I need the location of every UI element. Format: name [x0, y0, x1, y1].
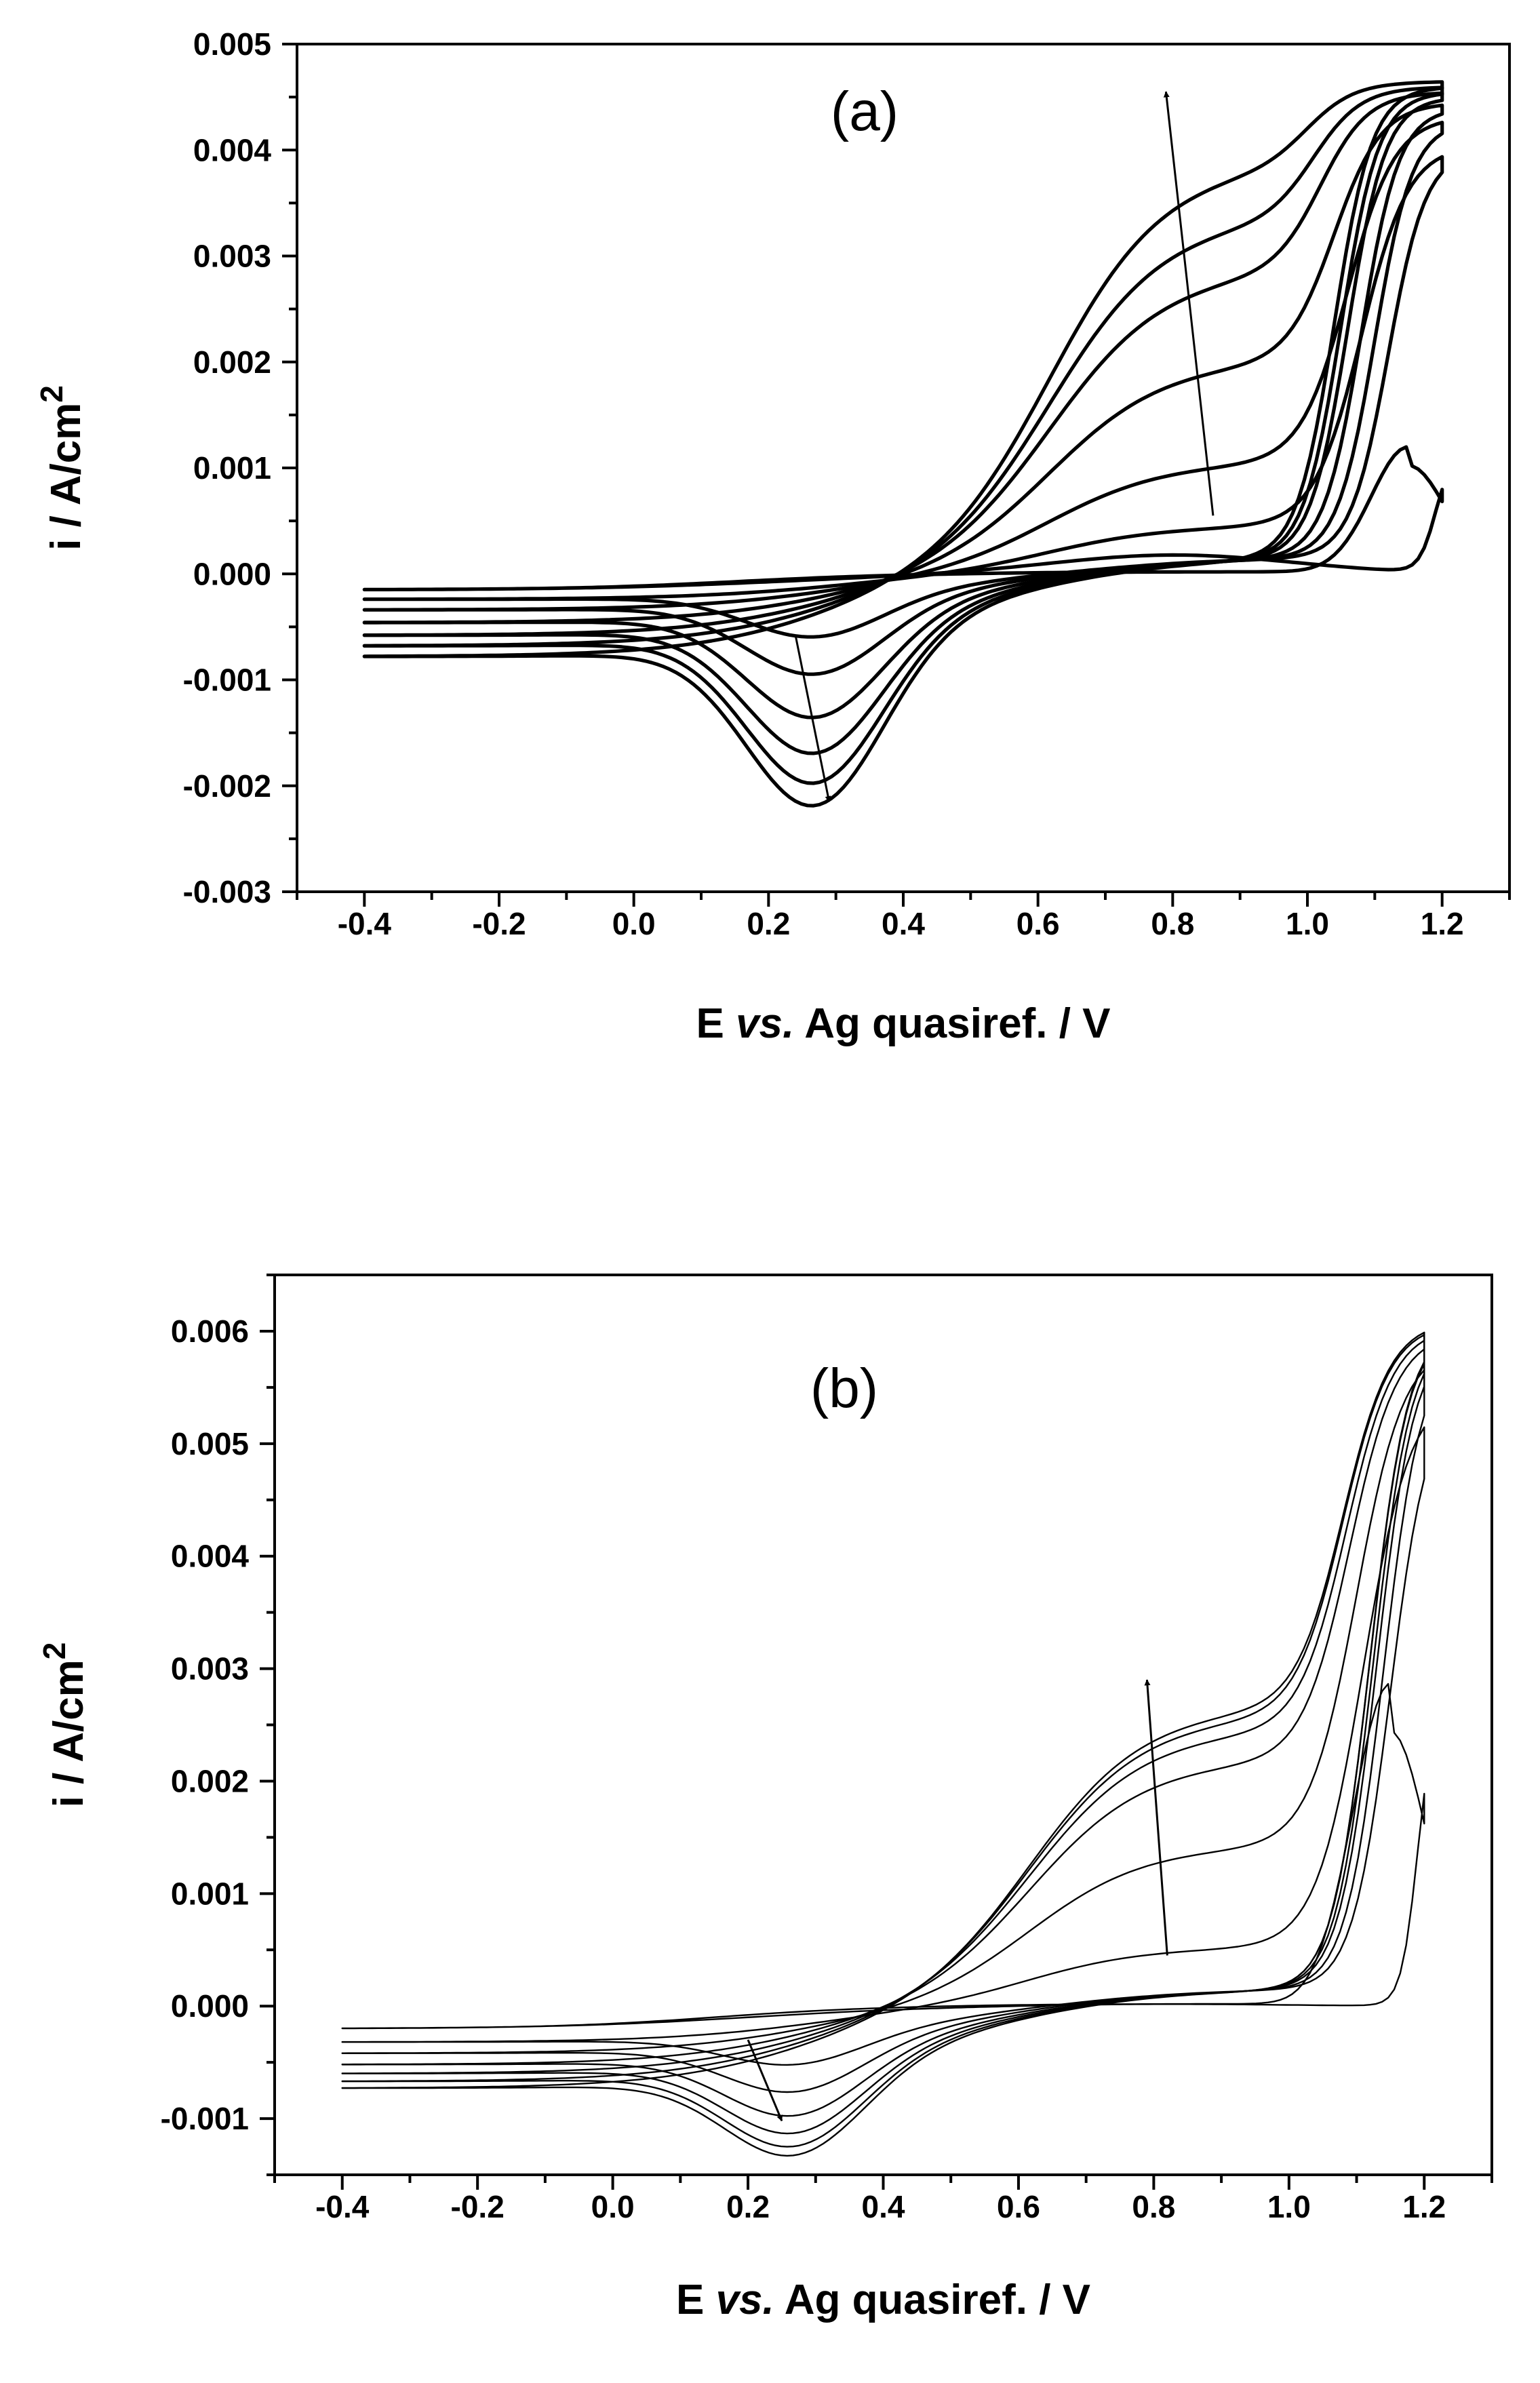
y-tick-label: 0.002: [193, 344, 271, 380]
x-tick-label: 0.6: [997, 2189, 1040, 2224]
y-axis-title: i / A/cm2: [34, 385, 90, 551]
x-tick-label: 0.2: [747, 906, 790, 941]
x-tick-label: 0.4: [882, 906, 925, 941]
x-tick-label: -0.2: [472, 906, 526, 941]
x-tick-label: 1.0: [1267, 2189, 1311, 2224]
y-tick-label: 0.002: [171, 1763, 249, 1798]
cv-curve-5: [362, 91, 1444, 755]
panel-label: (a): [831, 81, 899, 142]
cv-curve-1: [362, 445, 1444, 591]
y-tick-label: 0.000: [193, 556, 271, 591]
cv-curve-3: [362, 121, 1444, 676]
y-tick-label: 0.006: [171, 1314, 249, 1349]
cv-curve-4: [341, 1348, 1425, 2117]
y-tick-label: -0.001: [183, 663, 271, 698]
y-tick-label: -0.001: [161, 2101, 249, 2136]
y-tick-label: 0.001: [193, 450, 271, 486]
panel-label: (b): [810, 1358, 878, 1419]
x-tick-label: 1.0: [1286, 906, 1329, 941]
x-tick-label: 0.4: [862, 2189, 905, 2224]
x-tick-label: 1.2: [1402, 2189, 1446, 2224]
panel-a: -0.4 -0.2 0.0 0.2 0.4 0.6 0.8 1.0 1.2 -0.003 -0.00…: [34, 26, 1511, 1047]
x-tick-label: 0.8: [1132, 2189, 1175, 2224]
cv-curve-6: [341, 1334, 1425, 2148]
cv-curve-4: [362, 103, 1444, 720]
x-tick-label: 0.8: [1151, 906, 1194, 941]
cathodic-trend-arrow: [747, 2039, 783, 2122]
x-tick-label: -0.2: [451, 2189, 505, 2224]
x-axis-title: E vs. Ag quasiref. / V: [676, 2277, 1090, 2323]
x-axis-title: E vs. Ag quasiref. / V: [696, 1000, 1110, 1047]
cv-curve-2: [341, 1426, 1425, 2066]
x-tick-label: 1.2: [1421, 906, 1464, 941]
panel-b: -0.4 -0.2 0.0 0.2 0.4 0.6 0.8 1.0 1.2 -0.001 0.000…: [37, 1274, 1493, 2323]
y-tick-label: 0.005: [171, 1426, 249, 1461]
cv-curve-2: [362, 155, 1444, 639]
anodic-trend-arrow: [1163, 91, 1215, 516]
anodic-trend-arrow: [1144, 1679, 1168, 1956]
y-axis-title: i / A/cm2: [37, 1642, 92, 1808]
x-tick-label: 0.0: [612, 906, 656, 941]
x-tick-label: 0.2: [726, 2189, 770, 2224]
cv-curve-7: [362, 80, 1444, 808]
cv-curve-3: [341, 1369, 1425, 2093]
cv-curve-5: [341, 1339, 1425, 2135]
cv-curve-6: [362, 85, 1444, 785]
cv-curve-7: [341, 1331, 1425, 2157]
y-tick-label: 0.003: [171, 1651, 249, 1687]
y-tick-label: 0.004: [171, 1539, 250, 1574]
x-tick-label: 0.0: [591, 2189, 635, 2224]
x-tick-label: -0.4: [315, 2189, 370, 2224]
y-tick-label: -0.002: [183, 768, 271, 804]
y-tick-label: 0.005: [193, 26, 271, 62]
y-tick-label: 0.000: [171, 1988, 249, 2024]
y-tick-label: 0.001: [171, 1876, 249, 1911]
x-tick-label: 0.6: [1016, 906, 1060, 941]
cathodic-trend-arrow: [794, 635, 831, 803]
x-tick-label: -0.4: [338, 906, 392, 941]
y-tick-label: -0.003: [183, 874, 271, 909]
cv-curve-1: [341, 1682, 1425, 2030]
y-tick-label: 0.004: [193, 132, 272, 168]
y-tick-label: 0.003: [193, 239, 271, 274]
